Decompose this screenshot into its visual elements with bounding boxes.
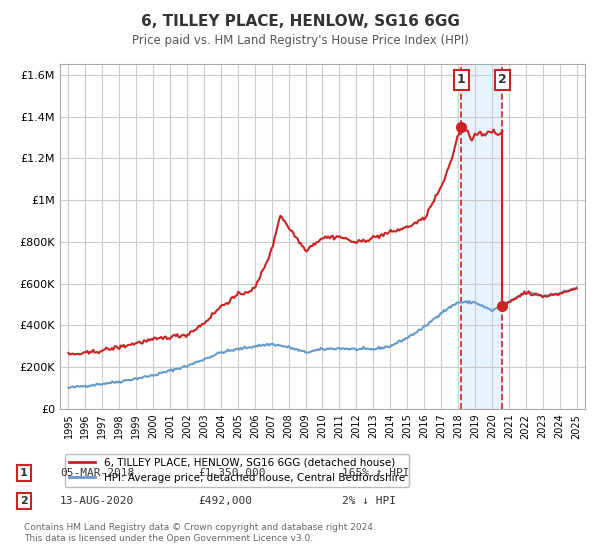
Bar xyxy=(461,64,502,409)
Legend: 6, TILLEY PLACE, HENLOW, SG16 6GG (detached house), HPI: Average price, detached: 6, TILLEY PLACE, HENLOW, SG16 6GG (detac… xyxy=(65,454,409,487)
Text: 2: 2 xyxy=(20,496,28,506)
Text: £1,350,000: £1,350,000 xyxy=(198,468,265,478)
Text: Contains HM Land Registry data © Crown copyright and database right 2024.
This d: Contains HM Land Registry data © Crown c… xyxy=(24,524,376,543)
Text: 2% ↓ HPI: 2% ↓ HPI xyxy=(342,496,396,506)
Text: 13-AUG-2020: 13-AUG-2020 xyxy=(60,496,134,506)
Text: 1: 1 xyxy=(457,73,466,86)
Text: 6, TILLEY PLACE, HENLOW, SG16 6GG: 6, TILLEY PLACE, HENLOW, SG16 6GG xyxy=(140,14,460,29)
Text: 05-MAR-2018: 05-MAR-2018 xyxy=(60,468,134,478)
Text: 165% ↑ HPI: 165% ↑ HPI xyxy=(342,468,409,478)
Text: 2: 2 xyxy=(498,73,507,86)
Text: Price paid vs. HM Land Registry's House Price Index (HPI): Price paid vs. HM Land Registry's House … xyxy=(131,34,469,46)
Text: £492,000: £492,000 xyxy=(198,496,252,506)
Text: 1: 1 xyxy=(20,468,28,478)
